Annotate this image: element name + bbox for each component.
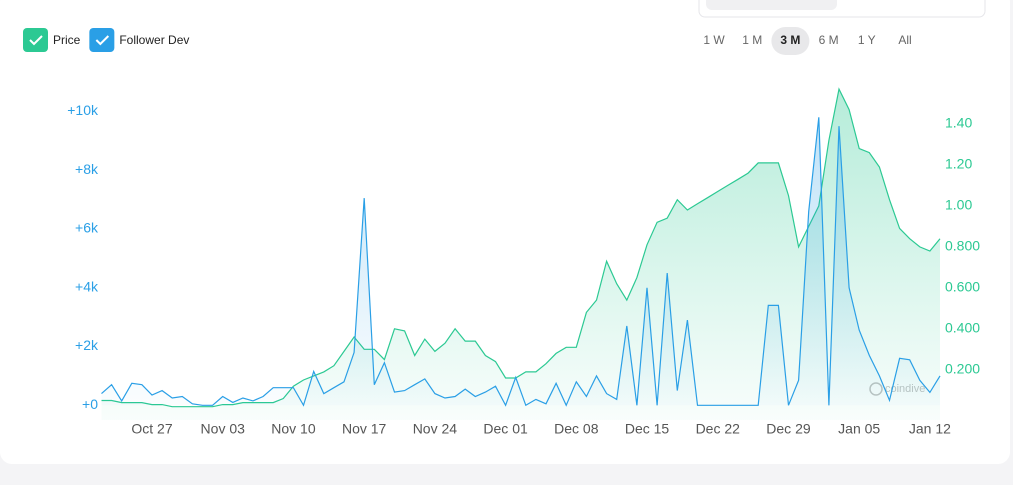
y-tick-label: +0 <box>82 396 98 412</box>
y2-tick-label: 0.800 <box>945 238 980 254</box>
x-tick-label: Oct 27 <box>131 421 172 437</box>
y2-tick-label: 0.600 <box>945 279 980 295</box>
y2-tick-label: 1.40 <box>945 115 972 131</box>
y-tick-label: +8k <box>75 161 99 177</box>
legend-check <box>29 35 43 46</box>
y2-tick-label: 0.200 <box>945 361 980 377</box>
y-tick-label: +4k <box>75 278 99 294</box>
y-tick-label: +6k <box>75 220 99 236</box>
x-tick-label: Dec 01 <box>483 421 528 437</box>
range-button[interactable]: 3 M <box>780 33 800 47</box>
legend-label: Follower Dev <box>119 33 189 47</box>
y2-tick-label: 0.400 <box>945 320 980 336</box>
series-line <box>101 117 941 407</box>
x-tick-label: Jan 05 <box>838 421 880 437</box>
range-button[interactable]: 1 M <box>742 33 762 47</box>
range-button[interactable]: All <box>898 33 911 47</box>
y-tick-label: +10k <box>67 102 99 118</box>
series-area <box>101 117 940 406</box>
x-tick-label: Dec 22 <box>696 421 741 437</box>
range-button[interactable]: 6 M <box>819 33 839 47</box>
legend-checkbox[interactable] <box>89 28 115 52</box>
x-tick-label: Dec 08 <box>554 421 599 437</box>
legend-label: Price <box>53 33 81 47</box>
x-tick-label: Jan 12 <box>909 421 951 437</box>
range-button[interactable]: 1 W <box>703 33 725 47</box>
x-tick-label: Dec 15 <box>625 421 670 437</box>
x-tick-label: Nov 24 <box>413 421 458 437</box>
legend-check <box>95 35 110 46</box>
y-tick-label: +2k <box>75 337 99 353</box>
plot: +0 +2k +4k +6k +8k +10k 0.200 0.400 0.600 0.800 1.… <box>67 87 980 437</box>
range-button[interactable]: 1 Y <box>858 33 876 47</box>
legend-item[interactable]: Follower Dev <box>89 28 189 52</box>
y2-tick-label: 1.20 <box>945 156 972 172</box>
legend-item[interactable]: Price <box>23 28 81 52</box>
range-button-bg[interactable] <box>771 27 810 55</box>
selector-tab <box>706 0 837 10</box>
legend-checkbox[interactable] <box>23 28 48 52</box>
series-area <box>101 89 940 420</box>
y2-tick-label: 1.00 <box>945 197 972 213</box>
x-tick-label: Nov 03 <box>201 421 246 437</box>
x-tick-label: Nov 17 <box>342 421 387 437</box>
x-tick-label: Dec 29 <box>766 421 811 437</box>
x-tick-label: Nov 10 <box>271 421 316 437</box>
